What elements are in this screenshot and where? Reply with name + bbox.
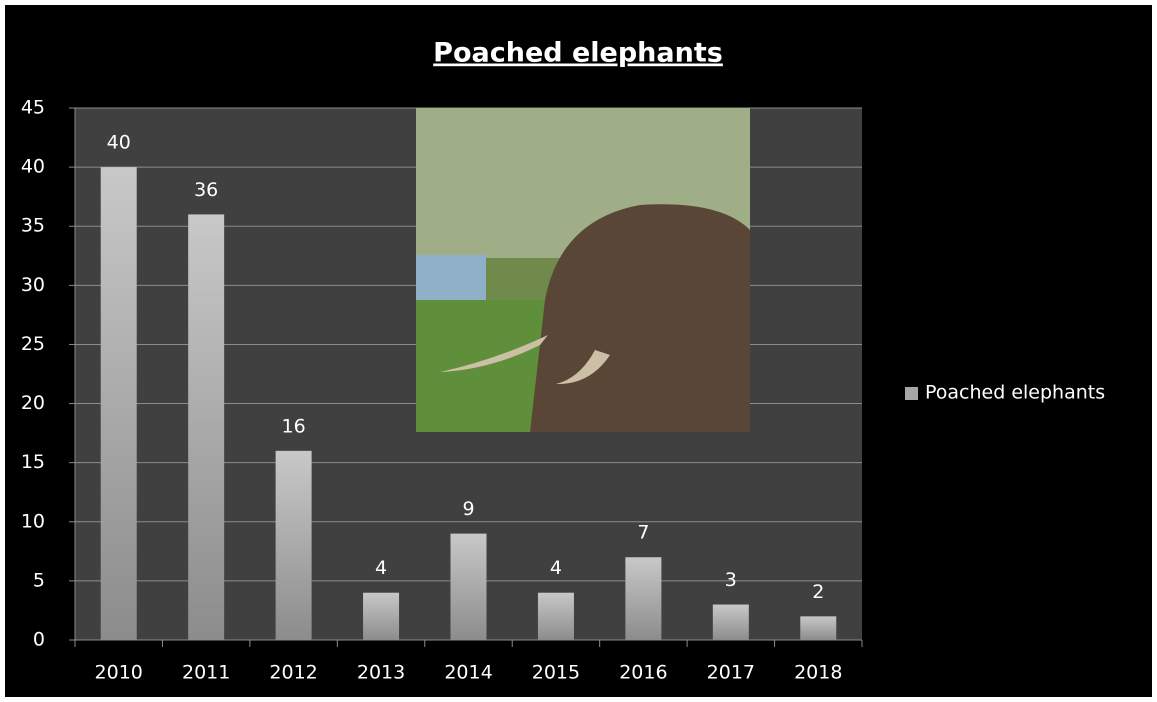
x-tick-label: 2010 [95, 662, 143, 684]
chart-title: Poached elephants [433, 38, 723, 69]
x-tick-label: 2012 [269, 662, 317, 684]
data-label: 16 [282, 415, 306, 437]
elephant-photo [416, 108, 750, 432]
bar [100, 167, 137, 640]
x-tick-label: 2018 [794, 662, 842, 684]
bar [625, 557, 662, 640]
y-tick-label: 30 [21, 274, 45, 296]
y-tick-label: 45 [21, 97, 45, 119]
data-label: 40 [107, 132, 131, 154]
y-tick-label: 15 [21, 451, 45, 473]
bar [800, 616, 837, 640]
bar [363, 592, 400, 640]
data-label: 3 [725, 569, 737, 591]
data-label: 36 [194, 179, 218, 201]
bar [188, 214, 225, 640]
legend-label: Poached elephants [925, 382, 1105, 404]
x-tick-label: 2014 [444, 662, 492, 684]
data-label: 2 [812, 581, 824, 603]
y-tick-label: 35 [21, 215, 45, 237]
y-tick-label: 40 [21, 156, 45, 178]
x-tick-label: 2017 [707, 662, 755, 684]
bar [450, 533, 487, 640]
y-tick-label: 0 [33, 629, 45, 651]
bar [712, 604, 749, 640]
data-label: 7 [637, 522, 649, 544]
bar [537, 592, 574, 640]
data-label: 4 [550, 557, 562, 579]
x-tick-label: 2013 [357, 662, 405, 684]
x-tick-label: 2015 [532, 662, 580, 684]
y-tick-label: 5 [33, 569, 45, 591]
y-tick-label: 10 [21, 510, 45, 532]
x-tick-label: 2011 [182, 662, 230, 684]
x-tick-label: 2016 [619, 662, 667, 684]
data-label: 9 [462, 498, 474, 520]
y-tick-label: 20 [21, 392, 45, 414]
bar [275, 450, 312, 640]
legend-swatch [905, 387, 918, 400]
y-tick-label: 25 [21, 333, 45, 355]
data-label: 4 [375, 557, 387, 579]
